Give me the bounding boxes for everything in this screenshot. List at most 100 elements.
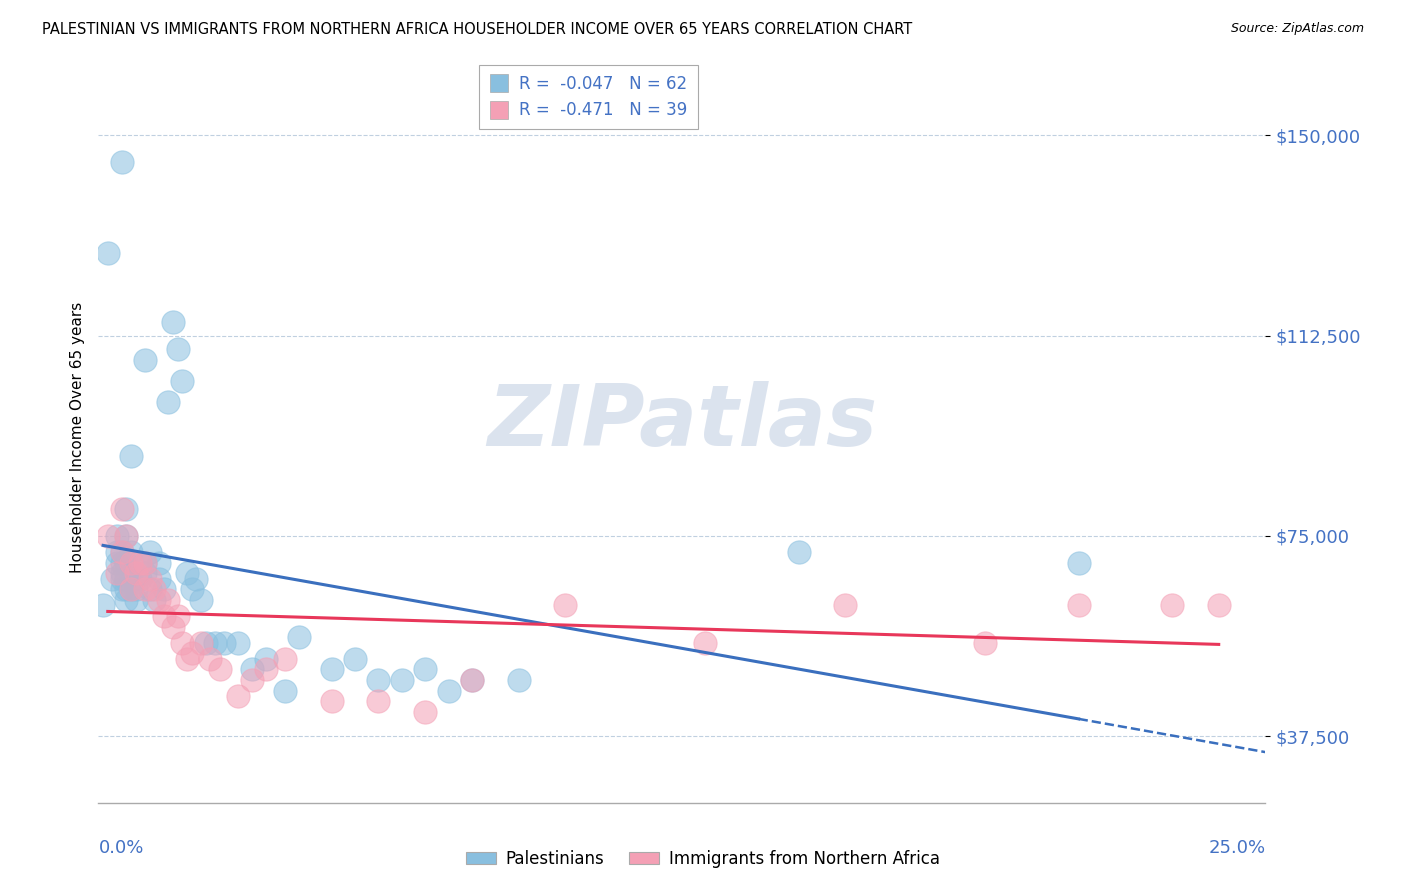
Point xyxy=(1208,599,1230,613)
Point xyxy=(974,635,997,649)
Point xyxy=(437,683,460,698)
Point xyxy=(321,662,343,676)
Point xyxy=(152,582,174,597)
Point xyxy=(162,315,184,329)
Point xyxy=(256,662,278,676)
Point xyxy=(166,342,188,356)
Point xyxy=(105,556,128,570)
Point xyxy=(1067,556,1090,570)
Point xyxy=(172,374,194,388)
Point xyxy=(120,556,142,570)
Point xyxy=(134,566,156,581)
Point xyxy=(115,556,138,570)
Legend: Palestinians, Immigrants from Northern Africa: Palestinians, Immigrants from Northern A… xyxy=(458,844,948,875)
Point xyxy=(180,646,202,660)
Point xyxy=(111,545,134,559)
Point xyxy=(204,635,226,649)
Point xyxy=(115,529,138,543)
Point xyxy=(139,582,162,597)
Point xyxy=(120,566,142,581)
Point xyxy=(139,545,162,559)
Point xyxy=(288,630,311,644)
Point xyxy=(111,582,134,597)
Point xyxy=(157,395,180,409)
Point xyxy=(91,599,114,613)
Text: PALESTINIAN VS IMMIGRANTS FROM NORTHERN AFRICA HOUSEHOLDER INCOME OVER 65 YEARS : PALESTINIAN VS IMMIGRANTS FROM NORTHERN … xyxy=(42,22,912,37)
Point xyxy=(125,566,148,581)
Point xyxy=(242,673,264,687)
Point xyxy=(695,635,717,649)
Point xyxy=(111,572,134,586)
Text: Source: ZipAtlas.com: Source: ZipAtlas.com xyxy=(1230,22,1364,36)
Point xyxy=(162,619,184,633)
Point xyxy=(834,599,856,613)
Point xyxy=(208,662,231,676)
Point xyxy=(115,572,138,586)
Point xyxy=(194,635,217,649)
Point xyxy=(157,593,180,607)
Point xyxy=(367,694,389,708)
Point xyxy=(461,673,484,687)
Point xyxy=(111,566,134,581)
Point xyxy=(176,566,198,581)
Point xyxy=(228,635,250,649)
Point xyxy=(105,566,128,581)
Point xyxy=(120,449,142,463)
Point xyxy=(200,651,222,665)
Point xyxy=(129,556,152,570)
Point xyxy=(391,673,413,687)
Point xyxy=(367,673,389,687)
Point xyxy=(134,352,156,367)
Point xyxy=(274,683,297,698)
Text: 0.0%: 0.0% xyxy=(98,839,143,857)
Point xyxy=(242,662,264,676)
Point xyxy=(256,651,278,665)
Point xyxy=(143,582,166,597)
Point xyxy=(143,593,166,607)
Point xyxy=(115,529,138,543)
Point xyxy=(190,635,212,649)
Point xyxy=(101,572,124,586)
Point xyxy=(787,545,810,559)
Point xyxy=(166,609,188,624)
Point xyxy=(321,694,343,708)
Point xyxy=(148,593,170,607)
Legend: R =  -0.047   N = 62, R =  -0.471   N = 39: R = -0.047 N = 62, R = -0.471 N = 39 xyxy=(479,65,697,129)
Point xyxy=(105,529,128,543)
Y-axis label: Householder Income Over 65 years: Householder Income Over 65 years xyxy=(69,301,84,573)
Point xyxy=(139,572,162,586)
Point xyxy=(172,635,194,649)
Point xyxy=(461,673,484,687)
Point xyxy=(413,662,436,676)
Point xyxy=(134,556,156,570)
Point xyxy=(105,545,128,559)
Point xyxy=(134,556,156,570)
Point xyxy=(111,556,134,570)
Point xyxy=(120,582,142,597)
Point xyxy=(97,246,120,260)
Point xyxy=(152,609,174,624)
Point xyxy=(176,651,198,665)
Point xyxy=(190,593,212,607)
Point xyxy=(180,582,202,597)
Point xyxy=(111,502,134,516)
Point xyxy=(129,572,152,586)
Point xyxy=(120,582,142,597)
Point xyxy=(508,673,530,687)
Point xyxy=(413,705,436,719)
Point xyxy=(554,599,576,613)
Point xyxy=(111,155,134,169)
Point xyxy=(115,502,138,516)
Point xyxy=(125,566,148,581)
Point xyxy=(274,651,297,665)
Point xyxy=(186,572,208,586)
Text: 25.0%: 25.0% xyxy=(1208,839,1265,857)
Point xyxy=(125,593,148,607)
Point xyxy=(148,556,170,570)
Point xyxy=(111,545,134,559)
Point xyxy=(129,556,152,570)
Point xyxy=(134,582,156,597)
Point xyxy=(125,582,148,597)
Point xyxy=(148,572,170,586)
Point xyxy=(228,689,250,703)
